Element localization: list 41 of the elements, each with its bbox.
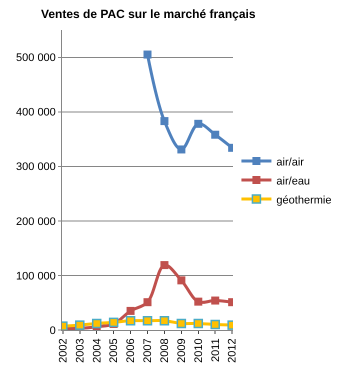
point	[194, 120, 202, 128]
y-tick-label: 300 000	[16, 161, 56, 174]
x-tick-label: 2010	[192, 338, 205, 363]
point	[160, 117, 168, 126]
point	[160, 316, 170, 326]
point	[126, 316, 136, 326]
point	[177, 145, 186, 154]
x-tick-label: 2005	[108, 338, 120, 363]
point	[75, 320, 85, 330]
y-tick-label: 100 000	[16, 270, 56, 282]
point	[177, 276, 186, 284]
point	[194, 318, 204, 328]
legend-label: géothermie	[276, 194, 332, 206]
x-tick-label: 2002	[57, 338, 70, 363]
chart-title: Ventes de PAC sur le marché français	[40, 6, 256, 21]
y-tick-label: 0	[50, 324, 56, 337]
point	[92, 318, 102, 328]
x-tick-label: 2004	[91, 338, 104, 363]
point	[160, 261, 168, 270]
x-tick-label: 2008	[159, 338, 172, 363]
point	[126, 306, 135, 315]
x-tick-label: 2006	[125, 338, 138, 363]
point	[211, 296, 220, 305]
point	[108, 318, 118, 328]
x-tick-label: 2003	[74, 338, 86, 363]
point	[144, 298, 152, 306]
point	[142, 316, 152, 326]
y-tick-label: 500 000	[16, 52, 56, 64]
x-tick-label: 2007	[142, 338, 154, 363]
y-tick-label: 400 000	[16, 106, 56, 119]
x-tick-label: 2011	[210, 338, 222, 362]
legend-label: air/air	[276, 156, 304, 168]
y-tick-label: 200 000	[16, 216, 56, 228]
point	[176, 318, 186, 328]
point	[211, 130, 220, 139]
x-tick-label: 2009	[176, 338, 188, 363]
point	[144, 50, 152, 59]
x-tick-label: 2012	[226, 338, 239, 363]
point	[210, 320, 220, 330]
point	[194, 298, 202, 306]
legend-label: air/eau	[276, 175, 310, 188]
